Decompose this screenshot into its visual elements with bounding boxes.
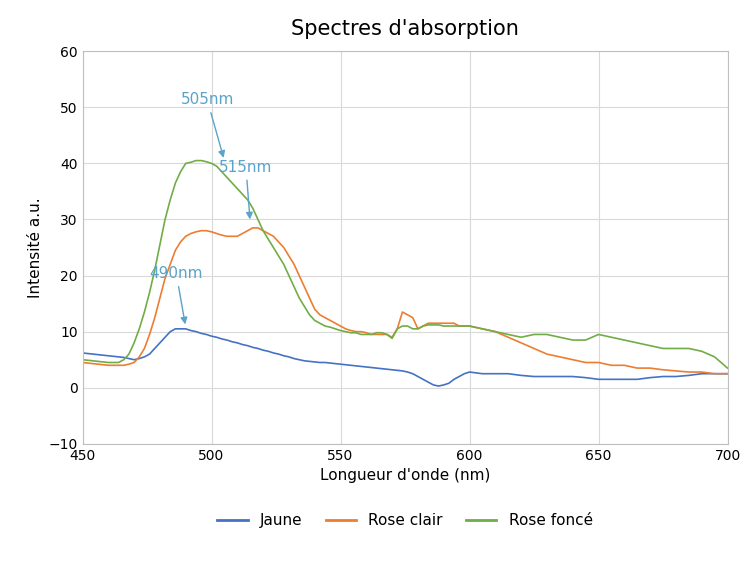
Rose foncé bbox=[191, 157, 200, 164]
Jaune bbox=[331, 360, 340, 367]
Rose foncé bbox=[326, 324, 334, 331]
Rose foncé bbox=[723, 365, 732, 372]
Rose clair bbox=[710, 370, 719, 377]
Rose clair bbox=[331, 320, 340, 327]
Jaune bbox=[723, 370, 732, 377]
Jaune bbox=[145, 351, 154, 357]
Jaune bbox=[171, 325, 180, 332]
Rose clair bbox=[633, 365, 642, 372]
Text: 490nm: 490nm bbox=[149, 266, 203, 323]
Rose foncé bbox=[212, 163, 221, 170]
Rose foncé bbox=[362, 331, 370, 338]
Title: Spectres d'absorption: Spectres d'absorption bbox=[291, 19, 519, 39]
Line: Rose foncé: Rose foncé bbox=[82, 160, 728, 368]
Rose clair bbox=[248, 225, 257, 232]
Jaune bbox=[434, 382, 443, 389]
Text: 505nm: 505nm bbox=[181, 92, 234, 156]
Jaune bbox=[223, 337, 232, 344]
X-axis label: Longueur d'onde (nm): Longueur d'onde (nm) bbox=[320, 468, 490, 483]
Rose clair bbox=[295, 272, 304, 279]
Jaune bbox=[78, 349, 87, 356]
Rose foncé bbox=[114, 359, 123, 366]
Line: Rose clair: Rose clair bbox=[82, 228, 728, 374]
Jaune bbox=[346, 362, 355, 369]
Text: 515nm: 515nm bbox=[219, 159, 272, 218]
Rose clair bbox=[346, 327, 355, 334]
Rose foncé bbox=[94, 358, 103, 365]
Line: Jaune: Jaune bbox=[82, 329, 728, 386]
Y-axis label: Intensité a.u.: Intensité a.u. bbox=[28, 197, 43, 298]
Rose foncé bbox=[460, 323, 469, 329]
Legend: Jaune, Rose clair, Rose foncé: Jaune, Rose clair, Rose foncé bbox=[211, 507, 598, 534]
Rose clair bbox=[145, 331, 154, 338]
Jaune bbox=[646, 374, 655, 381]
Rose clair bbox=[217, 232, 226, 238]
Rose foncé bbox=[78, 356, 87, 363]
Jaune bbox=[295, 356, 304, 363]
Rose clair bbox=[723, 370, 732, 377]
Rose clair bbox=[78, 359, 87, 366]
